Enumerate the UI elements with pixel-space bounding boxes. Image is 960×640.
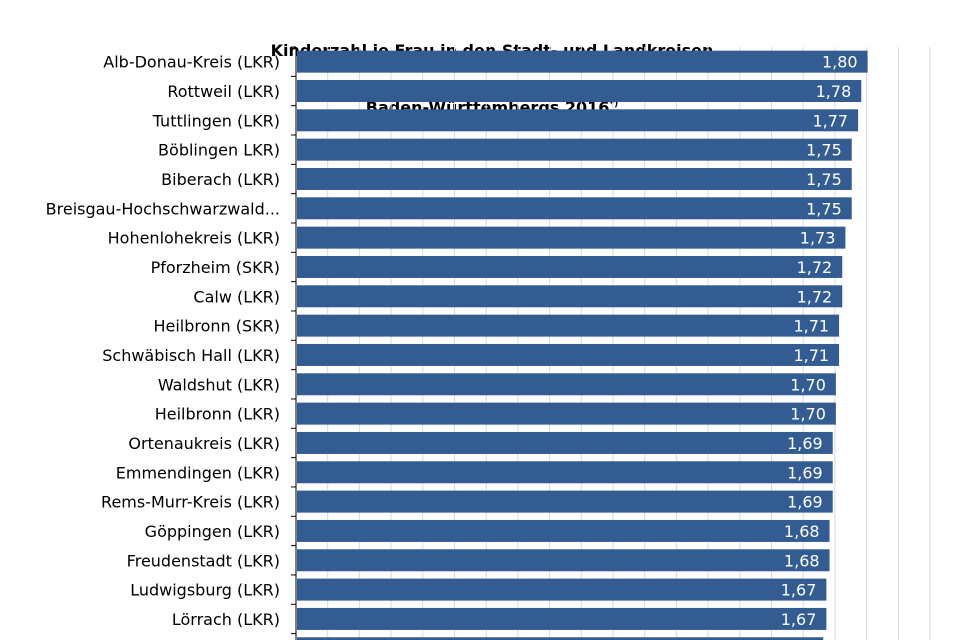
value-label: 1,67 (781, 610, 817, 629)
category-label: Freudenstadt (LKR) (127, 551, 280, 570)
bar (297, 255, 843, 278)
category-label: Pforzheim (SKR) (151, 258, 280, 277)
value-label: 1,75 (806, 170, 842, 189)
category-label: Rottweil (LKR) (167, 82, 280, 101)
bar (297, 373, 836, 396)
category-label: Böblingen LKR) (158, 141, 280, 160)
bar (297, 402, 836, 425)
bar (297, 79, 862, 102)
bar (297, 167, 852, 190)
y-axis (291, 46, 297, 640)
bar (297, 431, 833, 454)
value-label: 1,71 (793, 346, 829, 365)
value-label: 1,69 (787, 434, 823, 453)
bar (297, 461, 833, 484)
value-label: 1,73 (800, 229, 836, 248)
category-label: Lörrach (LKR) (172, 610, 280, 629)
category-label: Schwäbisch Hall (LKR) (102, 346, 280, 365)
bar (297, 637, 824, 640)
value-label: 1,68 (784, 551, 820, 570)
value-label: 1,75 (806, 199, 842, 218)
value-labels: 1,80 1,78 1,77 1,75 1,75 1,75 1,73 1,72 1,72 1,71… (781, 53, 858, 629)
value-label: 1,71 (793, 317, 829, 336)
category-label: Tuttlingen (LKR) (152, 111, 280, 130)
bar (297, 109, 859, 132)
bar (297, 285, 843, 308)
bar (297, 519, 830, 542)
bar (297, 314, 840, 337)
value-label: 1,69 (787, 493, 823, 512)
category-label: Göppingen (LKR) (145, 522, 280, 541)
value-label: 1,67 (781, 581, 817, 600)
value-label: 1,70 (790, 375, 826, 394)
category-label: Ortenaukreis (LKR) (128, 434, 280, 453)
value-label: 1,72 (797, 258, 833, 277)
category-label: Breisgau-Hochschwarzwald... (46, 199, 280, 218)
bar (297, 138, 852, 161)
category-label: Ludwigsburg (LKR) (130, 581, 280, 600)
bar (297, 50, 868, 73)
value-label: 1,80 (822, 53, 858, 72)
category-label: Alb-Donau-Kreis (LKR) (103, 53, 280, 72)
value-label: 1,68 (784, 522, 820, 541)
bar (297, 226, 846, 249)
bar (297, 343, 840, 366)
category-label: Biberach (LKR) (161, 170, 280, 189)
bars (297, 50, 868, 640)
chart-title-footnote-marker: *) (609, 99, 619, 110)
category-label: Heilbronn (LKR) (155, 405, 280, 424)
bar (297, 490, 833, 513)
category-label: Calw (LKR) (193, 287, 280, 306)
bar (297, 197, 852, 220)
category-label: Emmendingen (LKR) (116, 463, 280, 482)
value-label: 1,69 (787, 463, 823, 482)
category-labels: Alb-Donau-Kreis (LKR) Rottweil (LKR) Tuttl… (46, 53, 280, 629)
category-label: Waldshut (LKR) (158, 375, 280, 394)
value-label: 1,78 (816, 82, 852, 101)
bar (297, 578, 827, 601)
value-label: 1,70 (790, 405, 826, 424)
value-label: 1,75 (806, 141, 842, 160)
value-label: 1,77 (812, 111, 848, 130)
category-label: Rems-Murr-Kreis (LKR) (101, 493, 280, 512)
bar (297, 607, 827, 630)
bar (297, 549, 830, 572)
category-label: Hohenlohekreis (LKR) (108, 229, 280, 248)
category-label: Heilbronn (SKR) (153, 317, 280, 336)
value-label: 1,72 (797, 287, 833, 306)
